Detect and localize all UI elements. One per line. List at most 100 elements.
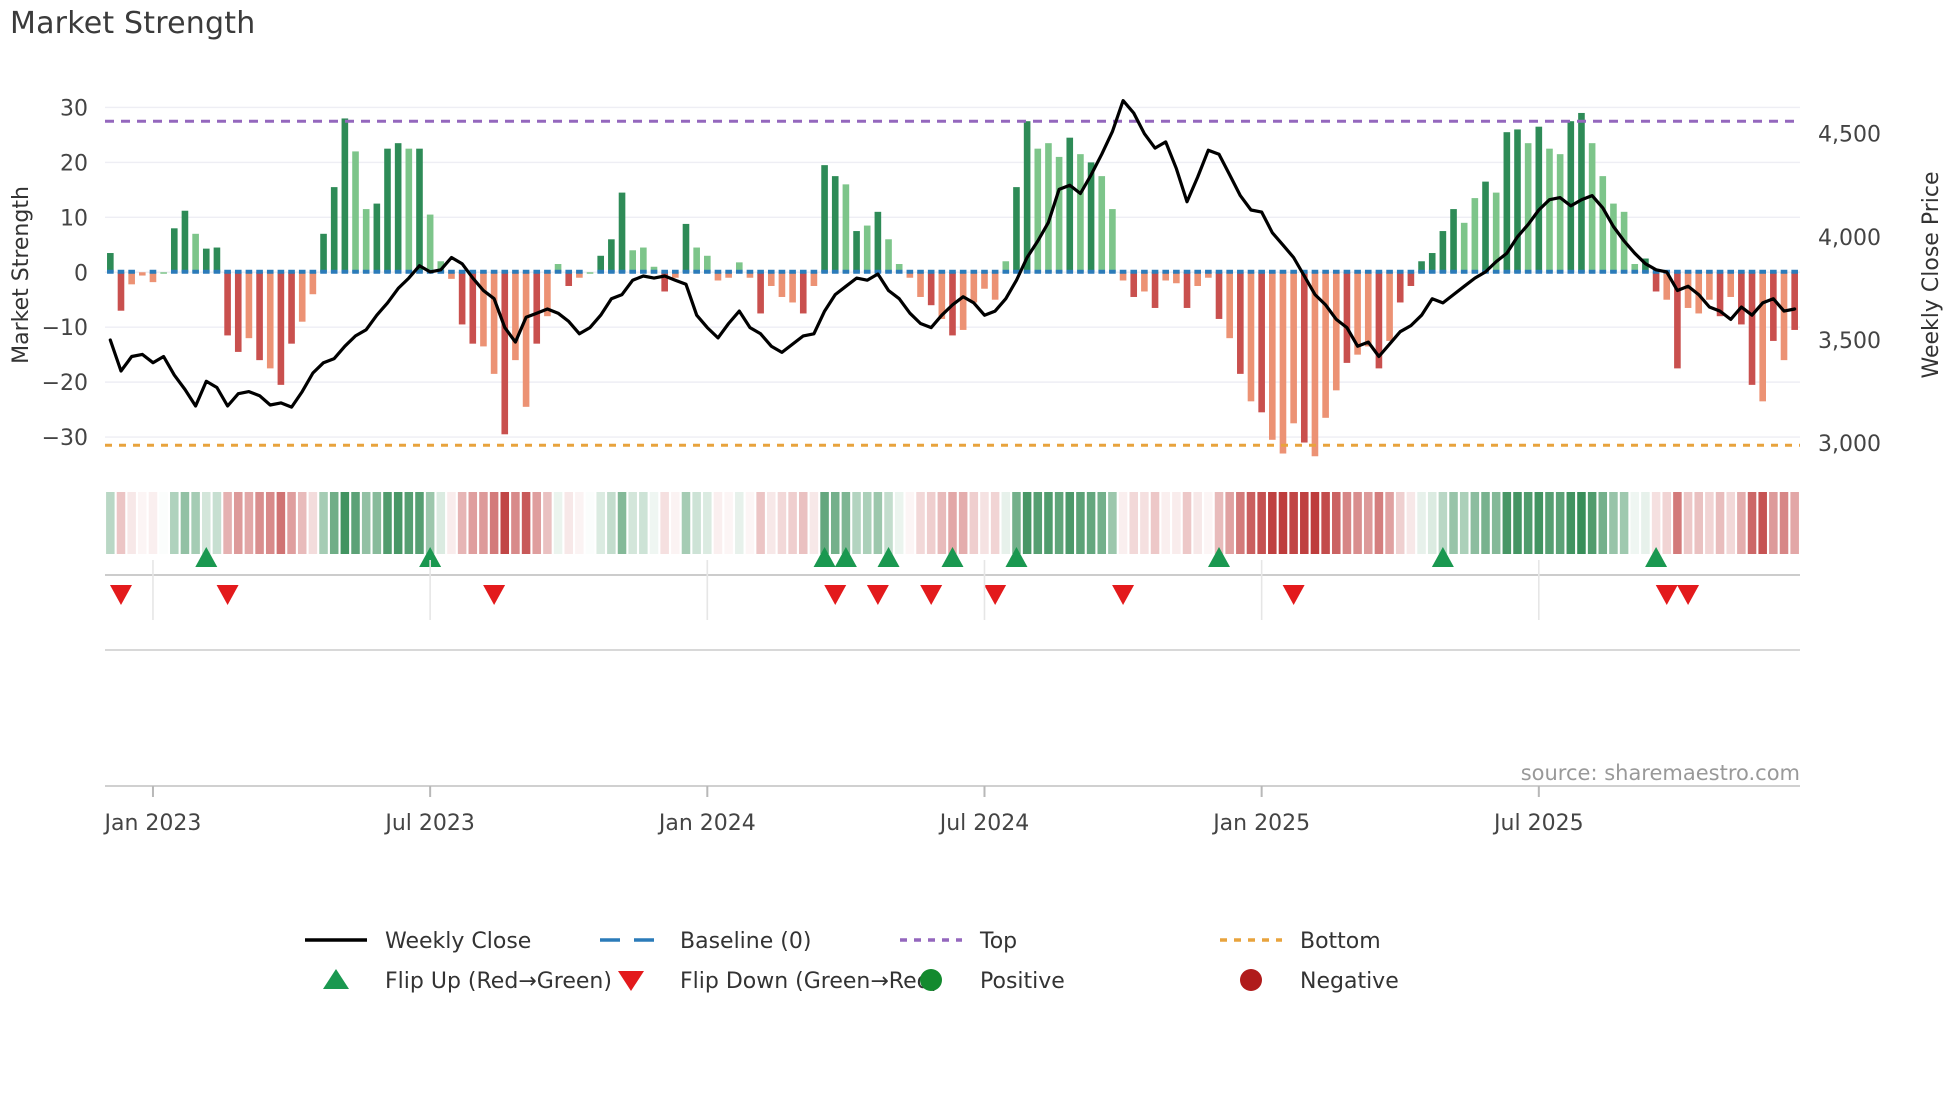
heatmap-cell xyxy=(1459,492,1469,554)
legend-item-label: Positive xyxy=(980,969,1065,994)
bar xyxy=(704,255,711,273)
bar xyxy=(1738,272,1745,325)
bar xyxy=(874,211,882,273)
bar xyxy=(1205,272,1212,278)
bar xyxy=(885,239,892,273)
bar xyxy=(1610,203,1617,273)
bar xyxy=(927,272,935,306)
baseline-cap xyxy=(959,269,967,274)
heatmap-cell xyxy=(969,492,979,554)
bar xyxy=(1780,272,1788,361)
flip-up-marker xyxy=(941,547,964,567)
heatmap-cell xyxy=(372,492,382,554)
heatmap-cell xyxy=(607,492,616,554)
baseline-cap xyxy=(1556,269,1564,274)
bar xyxy=(458,272,466,325)
legend-item-label: Flip Up (Red→Green) xyxy=(385,969,612,994)
bar xyxy=(1364,272,1372,347)
baseline-cap xyxy=(1471,269,1479,274)
legend-item[interactable]: Weekly Close xyxy=(305,929,531,954)
heatmap-cell xyxy=(1641,492,1650,554)
heatmap-cell xyxy=(1694,492,1703,554)
flip-up-marker xyxy=(813,547,836,567)
heatmap-cell xyxy=(1523,492,1533,554)
bar xyxy=(778,272,786,297)
heatmap-cell xyxy=(639,492,648,554)
baseline-cap xyxy=(874,269,882,274)
heatmap-cell xyxy=(1012,492,1021,554)
x-axis-tick-label: Jan 2024 xyxy=(657,811,756,836)
baseline-cap xyxy=(1055,269,1063,274)
baseline-cap xyxy=(1770,269,1777,274)
bar xyxy=(1748,272,1756,385)
legend-item[interactable]: Negative xyxy=(1240,969,1399,994)
legend-item[interactable]: Baseline (0) xyxy=(600,929,811,954)
x-axis-tick-label: Jul 2024 xyxy=(938,811,1030,836)
heatmap-cell xyxy=(1726,492,1735,554)
baseline-cap xyxy=(170,269,178,274)
baseline-cap xyxy=(1620,269,1628,274)
flip-up-marker xyxy=(877,547,900,567)
heatmap-cell xyxy=(1065,492,1075,554)
heatmap-cell xyxy=(543,492,552,554)
baseline-cap xyxy=(778,269,786,274)
heatmap-cell xyxy=(319,492,328,554)
bar xyxy=(1258,272,1265,413)
legend-item[interactable]: Bottom xyxy=(1220,929,1381,954)
bar xyxy=(1567,121,1575,273)
baseline-cap xyxy=(1322,269,1329,274)
baseline-cap xyxy=(640,269,647,274)
baseline-cap xyxy=(309,269,317,274)
baseline-cap xyxy=(1684,269,1692,274)
flip-marker-lane xyxy=(105,547,1800,605)
legend-item[interactable]: Positive xyxy=(920,969,1065,994)
legend-item[interactable]: Flip Up (Red→Green) xyxy=(323,969,612,994)
baseline-cap xyxy=(608,269,615,274)
bar xyxy=(1599,176,1607,273)
baseline-cap xyxy=(1258,269,1265,274)
bar xyxy=(863,225,871,273)
baseline-cap xyxy=(1375,269,1383,274)
bar xyxy=(906,272,914,278)
bar xyxy=(544,272,551,317)
left-axis: 30 20 10 0 −10 −20 −30 Market Strength xyxy=(9,96,88,451)
bar xyxy=(1130,272,1138,297)
heatmap-cell xyxy=(308,492,318,554)
heatmap-cell xyxy=(351,492,360,554)
baseline-cap xyxy=(288,269,295,274)
heatmap-cell xyxy=(862,492,872,554)
legend-item[interactable]: Flip Down (Green→Red) xyxy=(618,969,939,994)
heatmap-cell xyxy=(255,492,264,554)
baseline-cap xyxy=(885,269,892,274)
heatmap-cell xyxy=(1310,492,1320,554)
bar xyxy=(202,248,210,273)
x-axis-tick-label: Jan 2025 xyxy=(1211,811,1310,836)
baseline-cap xyxy=(991,269,999,274)
baseline-cap xyxy=(938,269,946,274)
heatmap-cell xyxy=(521,492,531,554)
flip-down-marker xyxy=(920,585,943,605)
heatmap-cell xyxy=(1790,492,1799,554)
baseline-cap xyxy=(1450,269,1457,274)
baseline-cap xyxy=(1407,269,1415,274)
heatmap-cell xyxy=(990,492,1000,554)
baseline-markers xyxy=(107,269,1798,274)
baseline-cap xyxy=(469,269,477,274)
baseline-cap xyxy=(1098,269,1106,274)
bar xyxy=(1396,272,1404,303)
right-axis-tick-label: 4,500 xyxy=(1818,123,1881,148)
legend-item[interactable]: Top xyxy=(900,929,1017,954)
bar xyxy=(426,214,434,273)
heatmap-cell xyxy=(1502,492,1512,554)
weekly-close-path xyxy=(108,99,1797,409)
x-axis-tick-label: Jan 2023 xyxy=(103,811,202,836)
heatmap-cell xyxy=(1705,492,1714,554)
baseline-cap xyxy=(735,269,743,274)
baseline-cap xyxy=(1151,269,1159,274)
heatmap-cell xyxy=(777,492,787,554)
bar xyxy=(1034,148,1042,273)
bar xyxy=(1343,272,1351,363)
heatmap-cell xyxy=(404,492,414,554)
heatmap-cell xyxy=(713,492,723,554)
heatmap-cell xyxy=(820,492,829,554)
